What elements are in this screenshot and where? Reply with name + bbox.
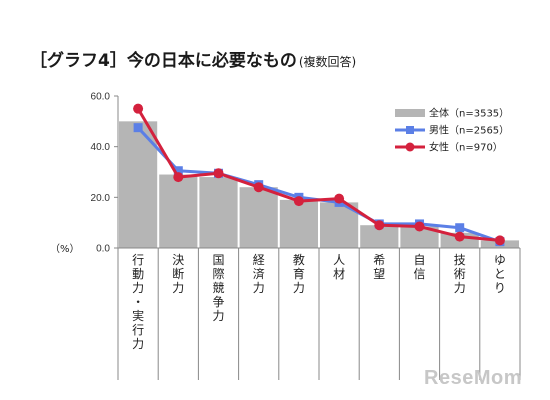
bar xyxy=(279,199,318,248)
data-point xyxy=(334,193,345,204)
series-line xyxy=(136,107,501,242)
category-label: 力 xyxy=(212,309,224,323)
category-label: 技 xyxy=(454,253,466,267)
data-point xyxy=(213,168,224,179)
legend-label: 全体（n=3535） xyxy=(429,107,509,120)
category-label: 競 xyxy=(212,280,224,295)
bar xyxy=(400,226,439,248)
category-label: ・ xyxy=(132,295,144,309)
category-label: 行 xyxy=(132,253,144,267)
category-label: 力 xyxy=(293,281,305,295)
category-label: 力 xyxy=(172,281,184,295)
data-point xyxy=(173,172,184,183)
chart-title-text: ［グラフ4］今の日本に必要なもの xyxy=(30,51,297,71)
data-point xyxy=(133,123,143,133)
category-label: 力 xyxy=(454,281,466,295)
category-label: 動 xyxy=(132,267,144,281)
category-label: ゆ xyxy=(494,253,506,267)
category-label: 争 xyxy=(212,295,224,309)
category-label: 際 xyxy=(212,267,224,281)
y-tick-label: 40.0 xyxy=(91,142,111,153)
legend-label: 女性（n=970） xyxy=(429,141,503,154)
category-label: 経 xyxy=(253,253,265,267)
y-tick-label: 20.0 xyxy=(91,193,111,204)
category-label: 材 xyxy=(333,267,345,281)
chart-subtitle: (複数回答) xyxy=(298,55,357,69)
category-label: 済 xyxy=(253,266,265,281)
legend-swatch xyxy=(395,109,425,117)
data-point xyxy=(253,182,264,193)
brand-logo: ReseMom xyxy=(424,367,522,389)
data-point xyxy=(414,221,425,232)
y-unit-label: （%） xyxy=(50,243,80,255)
legend-label: 男性（n=2565） xyxy=(429,124,509,137)
legend-marker xyxy=(406,126,414,134)
category-label: 国 xyxy=(212,253,224,267)
category-label: 力 xyxy=(132,281,144,295)
chart-title: ［グラフ4］今の日本に必要なもの (複数回答) xyxy=(30,46,356,71)
category-label: 望 xyxy=(373,267,385,281)
lines-layer xyxy=(133,103,505,247)
y-tick-label: 0.0 xyxy=(96,244,110,255)
category-label: 力 xyxy=(253,281,265,295)
category-label: 希 xyxy=(373,252,385,267)
bars-layer xyxy=(119,121,519,248)
data-point xyxy=(374,220,385,231)
data-point xyxy=(494,235,505,246)
data-point xyxy=(455,223,465,233)
category-label: 育 xyxy=(293,266,305,281)
bar xyxy=(159,174,198,248)
category-label: 断 xyxy=(172,266,184,281)
axis-layer: 0.020.040.060.0（%）行動力・実行力決断力国際競争力経済力教育力人… xyxy=(50,92,521,380)
category-label: 行 xyxy=(132,323,144,337)
y-tick-label: 60.0 xyxy=(91,92,111,103)
category-label: と xyxy=(494,267,506,281)
category-label: 術 xyxy=(454,267,466,281)
category-label: り xyxy=(494,281,506,295)
category-label: 実 xyxy=(132,308,144,323)
data-point xyxy=(454,231,465,242)
legend-marker xyxy=(405,142,415,152)
category-label: 決 xyxy=(172,253,184,267)
bar xyxy=(199,177,238,248)
category-label: 信 xyxy=(413,267,425,281)
category-label: 自 xyxy=(413,253,425,267)
bar xyxy=(360,225,399,248)
legend: 全体（n=3535） 男性（n=2565） 女性（n=970） xyxy=(395,107,509,154)
data-point xyxy=(293,196,304,207)
bar xyxy=(239,187,278,248)
category-label: 力 xyxy=(132,337,144,351)
category-label: 教 xyxy=(293,252,305,267)
data-point xyxy=(133,103,144,114)
category-label: 人 xyxy=(333,253,345,267)
data-point xyxy=(173,166,183,176)
